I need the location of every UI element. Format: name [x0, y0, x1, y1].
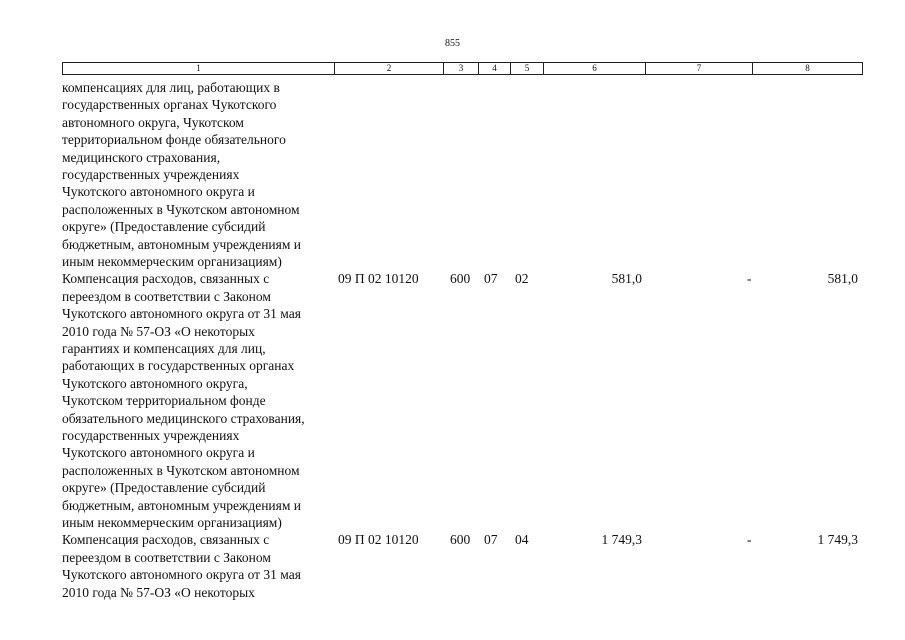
column-header: 2: [334, 62, 444, 75]
page-number: 855: [445, 38, 460, 49]
description-line: автономного округа, Чукотском: [62, 114, 244, 130]
column-3: 600: [450, 271, 471, 287]
column-7: -: [747, 532, 752, 548]
description-line: Компенсация расходов, связанных с: [62, 271, 270, 287]
column-4: 07: [484, 271, 498, 287]
description-line: иным некоммерческим организациям): [62, 515, 282, 530]
column-3: 600: [450, 532, 471, 548]
description-line: Чукотском территориальном фонде: [62, 393, 266, 409]
column-header: 8: [752, 62, 863, 75]
description-line: переездом в соответствии с Законом: [62, 549, 271, 565]
description-line: работающих в государственных органах: [62, 358, 295, 374]
description-line: Чукотского автономного округа и: [62, 184, 255, 200]
amount-total: 581,0: [827, 271, 858, 287]
description-line: Чукотского автономного округа от 31 мая: [62, 306, 301, 322]
description-line: медицинского страхования,: [62, 149, 221, 165]
column-4: 07: [484, 532, 498, 548]
amount-total: 1 749,3: [817, 532, 859, 548]
column-header: 4: [478, 62, 511, 75]
description-line: Чукотского автономного округа и: [62, 445, 255, 461]
description-line: 2010 года № 57-ОЗ «О некоторых: [62, 323, 255, 339]
description-line: гарантиях и компенсациях для лиц,: [62, 341, 266, 356]
column-header: 3: [443, 62, 479, 75]
column-header: 5: [510, 62, 544, 75]
description-line: округе» (Предоставление субсидий: [62, 219, 266, 235]
description-line: Чукотского автономного округа от 31 мая: [62, 567, 301, 583]
description-line: расположенных в Чукотском автономном: [62, 462, 300, 478]
column-header: 7: [645, 62, 753, 75]
description-line: переездом в соответствии с Законом: [62, 288, 271, 304]
code: 09 П 02 10120: [338, 532, 419, 548]
code: 09 П 02 10120: [338, 271, 419, 287]
amount: 581,0: [611, 271, 642, 287]
column-header: 1: [62, 62, 335, 75]
description-line: бюджетным, автономным учреждениям и: [62, 236, 302, 252]
description-line: территориальном фонде обязательного: [62, 132, 286, 148]
column-7: -: [747, 271, 752, 287]
description-line: Чукотского автономного округа,: [62, 375, 248, 391]
description-line: государственных учреждениях: [62, 167, 240, 182]
amount: 1 749,3: [601, 532, 643, 548]
description-line: государственных учреждениях: [62, 428, 240, 443]
column-5: 02: [515, 271, 529, 287]
description-line: обязательного медицинского страхования,: [62, 410, 305, 426]
description-line: Компенсация расходов, связанных с: [62, 532, 270, 548]
column-5: 04: [515, 532, 529, 548]
description-line: бюджетным, автономным учреждениям и: [62, 497, 302, 513]
description-line: компенсациях для лиц, работающих в: [62, 80, 280, 95]
column-header: 6: [543, 62, 646, 75]
description-line: иным некоммерческим организациям): [62, 254, 282, 269]
description-line: округе» (Предоставление субсидий: [62, 480, 266, 496]
description-line: 2010 года № 57-ОЗ «О некоторых: [62, 584, 255, 600]
description-line: расположенных в Чукотском автономном: [62, 201, 300, 217]
description-line: государственных органах Чукотского: [62, 97, 277, 113]
